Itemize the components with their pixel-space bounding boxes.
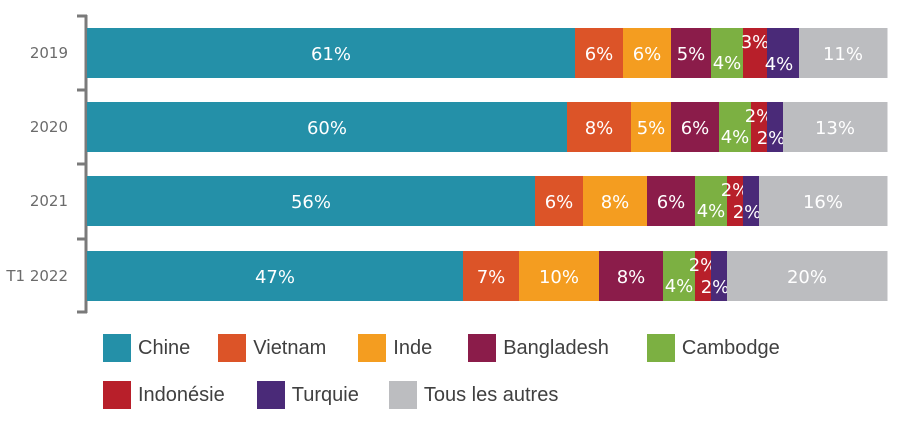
data-label: 6% <box>657 192 686 213</box>
data-label: 8% <box>585 118 614 139</box>
legend-swatch <box>103 381 131 409</box>
legend-row-1: Chine Vietnam Inde Bangladesh Cambodge <box>103 334 903 362</box>
data-label: 13% <box>815 118 855 139</box>
bar-segment-turquie <box>767 102 784 152</box>
legend-swatch <box>388 381 417 409</box>
bar-segment-chine <box>87 28 576 78</box>
bar-segment-bangladesh <box>671 28 712 78</box>
legend-swatch <box>103 334 131 362</box>
bar-segment-indonésie <box>751 102 768 152</box>
legend-label: Cambodge <box>681 336 780 359</box>
data-label: 2% <box>733 202 762 223</box>
data-label: 6% <box>585 44 614 65</box>
data-label: 4% <box>721 127 750 148</box>
legend-item-indonésie: Indonésie <box>103 381 225 409</box>
data-label: 5% <box>677 44 706 65</box>
data-label: 6% <box>545 192 574 213</box>
legend-item-inde: Inde <box>358 334 432 362</box>
bar-segment-chine <box>87 176 536 226</box>
data-label: 2% <box>745 106 774 127</box>
bar-segment-cambodge <box>663 251 696 301</box>
legend-row-2: Indonésie Turquie Tous les autres <box>103 381 903 409</box>
bar-segment-cambodge <box>719 102 752 152</box>
bar-segment-vietnam <box>535 176 584 226</box>
bar-segment-cambodge <box>711 28 744 78</box>
category-label: 2019 <box>30 44 68 62</box>
data-label: 10% <box>539 267 579 288</box>
bar-segment-tous-les-autres <box>783 102 888 152</box>
legend-swatch <box>468 334 497 362</box>
legend-item-turquie: Turquie <box>256 381 359 409</box>
legend-swatch <box>358 334 387 362</box>
data-label: 47% <box>255 267 295 288</box>
legend-item-vietnam: Vietnam <box>218 334 326 362</box>
bar-segment-chine <box>87 251 464 301</box>
data-label: 61% <box>311 44 351 65</box>
data-label: 2% <box>721 180 750 201</box>
legend-swatch <box>646 334 675 362</box>
bar-segment-bangladesh <box>599 251 664 301</box>
data-label: 8% <box>617 267 646 288</box>
bar-segment-vietnam <box>567 102 632 152</box>
bar-segment-tous-les-autres <box>799 28 888 78</box>
data-label: 5% <box>637 118 666 139</box>
data-label: 3% <box>741 32 770 53</box>
legend-label: Bangladesh <box>503 336 609 359</box>
bar-segment-bangladesh <box>647 176 696 226</box>
bar-segment-inde <box>519 251 600 301</box>
bar-segment-indonésie <box>727 176 744 226</box>
data-label: 4% <box>713 53 742 74</box>
legend-swatch <box>256 381 285 409</box>
data-label: 8% <box>601 192 630 213</box>
bar-segment-turquie <box>743 176 760 226</box>
legend-label: Tous les autres <box>423 383 559 406</box>
data-label: 2% <box>701 277 730 298</box>
bar-segment-indonésie <box>695 251 712 301</box>
bar-segment-turquie <box>767 28 800 78</box>
bar-segment-cambodge <box>695 176 728 226</box>
data-label: 2% <box>689 255 718 276</box>
data-label: 20% <box>787 267 827 288</box>
data-label: 4% <box>665 276 694 297</box>
bar-segment-indonésie <box>743 28 768 78</box>
data-label: 60% <box>307 118 347 139</box>
legend-label: Vietnam <box>253 336 327 359</box>
data-label: 2% <box>757 128 786 149</box>
bar-segment-inde <box>631 102 672 152</box>
legend-label: Inde <box>393 336 433 359</box>
legend-swatch <box>218 334 247 362</box>
category-label: 2020 <box>30 118 68 136</box>
bar-segment-inde <box>623 28 672 78</box>
bar-segment-tous-les-autres <box>727 251 888 301</box>
legend-label: Indonésie <box>138 383 225 406</box>
bar-segment-inde <box>583 176 648 226</box>
legend: Chine Vietnam Inde Bangladesh Cambodge Indon… <box>103 334 903 428</box>
data-label: 56% <box>291 192 331 213</box>
bar-segment-turquie <box>711 251 728 301</box>
bar-segment-vietnam <box>575 28 624 78</box>
bar-segment-bangladesh <box>671 102 720 152</box>
bar-segment-tous-les-autres <box>759 176 888 226</box>
data-label: 6% <box>633 44 662 65</box>
bar-segment-chine <box>87 102 568 152</box>
legend-label: Chine <box>138 336 191 359</box>
data-label: 6% <box>681 118 710 139</box>
category-label: T1 2022 <box>5 267 68 285</box>
category-label: 2021 <box>30 192 68 210</box>
legend-item-cambodge: Cambodge <box>646 334 780 362</box>
data-label: 11% <box>823 44 863 65</box>
legend-item-bangladesh: Bangladesh <box>468 334 609 362</box>
data-label: 4% <box>697 201 726 222</box>
data-label: 7% <box>477 267 506 288</box>
legend-item-chine: Chine <box>103 334 190 362</box>
legend-item-tous-les-autres: Tous les autres <box>388 381 559 409</box>
data-label: 16% <box>803 192 843 213</box>
stacked-bar-chart: 2019 61% 6% 6% 5% 4%3%4% 11%2020 60% 8% 5% 6% 4%2%2… <box>5 14 888 314</box>
legend-label: Turquie <box>291 383 359 406</box>
data-label: 4% <box>765 54 794 75</box>
bar-segment-vietnam <box>463 251 520 301</box>
